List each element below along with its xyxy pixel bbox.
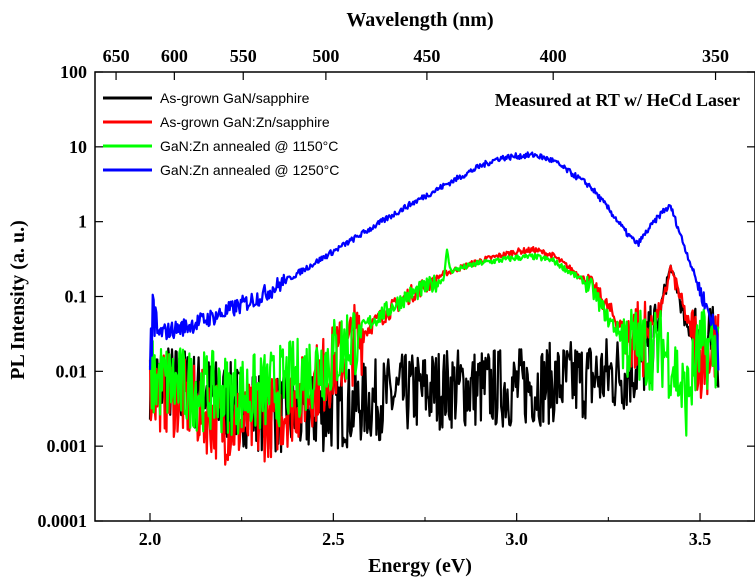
series-line-4	[148, 151, 720, 371]
legend: As-grown GaN/sapphire As-grown GaN:Zn/sap…	[103, 90, 339, 178]
x-tick-label: 3.0	[505, 529, 528, 549]
legend-label: GaN:Zn annealed @ 1250°C	[160, 162, 339, 178]
top-axis-title: Wavelength (nm)	[346, 9, 493, 31]
legend-label: As-grown GaN:Zn/sapphire	[160, 114, 330, 130]
x2-tick-label: 500	[312, 46, 339, 66]
x-tick-label: 2.0	[139, 529, 162, 549]
plot-frame	[94, 71, 755, 522]
legend-label: As-grown GaN/sapphire	[160, 90, 310, 106]
x2-tick-label: 650	[103, 46, 130, 66]
x2-tick-label: 400	[540, 46, 567, 66]
y-tick-label: 100	[60, 62, 87, 82]
x-tick-label: 3.5	[689, 529, 712, 549]
x-tick-label: 2.5	[322, 529, 345, 549]
y-tick-label: 0.0001	[38, 511, 88, 531]
y-axis-title: PL Intensity (a. u.)	[7, 220, 29, 379]
x2-tick-label: 600	[161, 46, 188, 66]
y-tick-label: 0.001	[47, 436, 88, 456]
series-layer	[148, 151, 720, 466]
y-tick-label: 1	[78, 212, 87, 232]
x2-tick-label: 350	[702, 46, 729, 66]
y-tick-label: 10	[69, 137, 87, 157]
series-line-1	[148, 264, 720, 454]
ticks-layer: 2.0 2.5 3.0 3.5 0.0001 0.001 0.01 0.1 1 10 100 650 6…	[38, 46, 755, 549]
measurement-annotation: Measured at RT w/ HeCd Laser	[495, 90, 740, 110]
legend-label: GaN:Zn annealed @ 1150°C	[160, 138, 338, 154]
x-axis-title: Energy (eV)	[368, 555, 472, 577]
x2-tick-label: 550	[230, 46, 257, 66]
x2-tick-label: 450	[413, 46, 440, 66]
series-line-3	[148, 248, 720, 437]
y-tick-label: 0.01	[56, 361, 88, 381]
y-tick-label: 0.1	[65, 287, 88, 307]
